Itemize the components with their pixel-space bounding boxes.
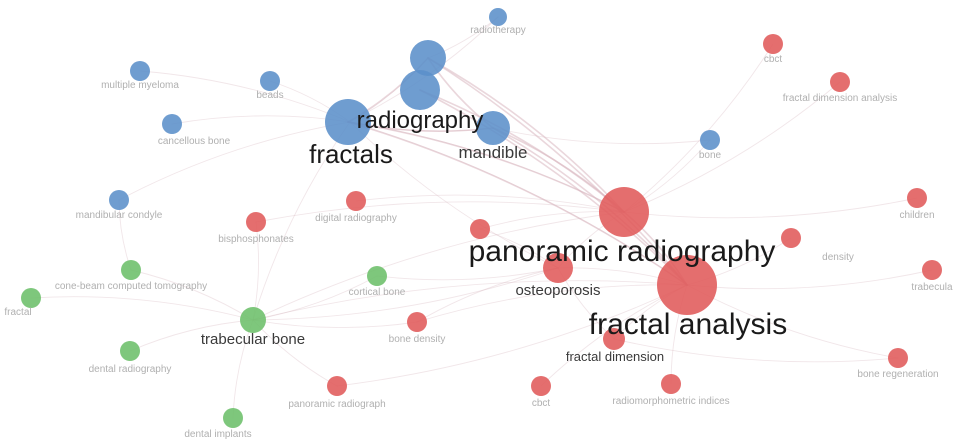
label-cone-beam-ct: cone-beam computed tomography <box>55 281 207 292</box>
node-radiography[interactable] <box>325 99 371 145</box>
node-osteoporosis[interactable] <box>543 253 573 283</box>
edge-fractals-cancellous-bone <box>171 115 351 125</box>
node-mandibular-condyle[interactable] <box>109 190 129 210</box>
node-trabecula[interactable] <box>922 260 942 280</box>
node-bone-density[interactable] <box>407 312 427 332</box>
label-trabecular-bone: trabecular bone <box>201 331 305 348</box>
node-panoramic-radiograph[interactable] <box>327 376 347 396</box>
edge-osteoporosis-bone-density <box>416 267 559 323</box>
label-fractal: fractal <box>4 307 31 318</box>
node-red-small-mid[interactable] <box>470 219 490 239</box>
edge-fractal-analysis-bone-density <box>416 284 688 323</box>
node-bisphosphonates[interactable] <box>246 212 266 232</box>
node-bone-regeneration[interactable] <box>888 348 908 368</box>
label-fractal-analysis: fractal analysis <box>589 308 787 341</box>
label-fractal-dimension-analysis: fractal dimension analysis <box>783 93 898 104</box>
edge-fractals-mandibular-condyle <box>118 121 351 201</box>
edge-trabecular-bone-dental-radiography <box>129 319 254 352</box>
label-cbct-top: cbct <box>764 54 783 65</box>
edge-fractals-osteoporosis <box>349 121 559 269</box>
label-children: children <box>899 210 934 221</box>
node-density[interactable] <box>781 228 801 248</box>
edge-fractal-dimension-bone-regeneration <box>613 338 899 363</box>
node-cancellous-bone[interactable] <box>162 114 182 134</box>
node-bone[interactable] <box>700 130 720 150</box>
label-density: density <box>822 252 854 263</box>
edge-trabecular-bone-bone-density <box>252 319 418 329</box>
edge-fractal-analysis-trabecular-bone <box>252 280 688 321</box>
label-fractal-dimension: fractal dimension <box>566 349 664 364</box>
node-multiple-myeloma[interactable] <box>130 61 150 81</box>
edge-layer <box>30 16 933 419</box>
node-fractal[interactable] <box>21 288 41 308</box>
node-dental-radiography[interactable] <box>120 341 140 361</box>
edge-fractals-multiple-myeloma <box>139 70 351 123</box>
edge-panoramic-radiography-hub-blue-mid <box>419 89 625 213</box>
edge-trabecular-bone-fractal <box>30 296 254 321</box>
node-panoramic-radiography[interactable] <box>599 187 649 237</box>
label-cbct-bottom: cbct <box>532 398 551 409</box>
node-radiotherapy[interactable] <box>489 8 507 26</box>
edge-panoramic-radiograph-fractal-analysis <box>336 284 688 387</box>
edge-panoramic-radiography-trabecular-bone <box>252 211 625 321</box>
edge-panoramic-radiography-bisphosphonates <box>255 201 625 223</box>
node-beads[interactable] <box>260 71 280 91</box>
edge-trabecular-bone-cone-beam-ct <box>130 269 254 321</box>
edge-panoramic-radiography-fractal-dimension-analysis <box>623 81 841 213</box>
node-radiomorphometric-indices[interactable] <box>661 374 681 394</box>
edge-mandible-bone <box>492 127 711 145</box>
edge-fractal-analysis-trabecula <box>686 269 933 290</box>
edge-panoramic-radiography-hub-blue-top <box>427 57 625 213</box>
label-bone: bone <box>699 150 722 161</box>
edge-fractal-analysis-hub-blue-top <box>427 57 688 286</box>
label-multiple-myeloma: multiple myeloma <box>101 80 179 91</box>
edge-cortical-bone-osteoporosis <box>376 267 559 281</box>
label-mandible: mandible <box>459 143 528 162</box>
label-dental-radiography: dental radiography <box>89 364 172 375</box>
node-cortical-bone[interactable] <box>367 266 387 286</box>
edge-panoramic-radiography-children <box>623 197 918 219</box>
edge-panoramic-radiography-cbct-top <box>623 43 774 213</box>
edge-trabecular-bone-cortical-bone <box>252 275 378 321</box>
label-beads: beads <box>256 90 283 101</box>
label-trabecula: trabecula <box>911 282 953 293</box>
node-children[interactable] <box>907 188 927 208</box>
node-digital-radiography[interactable] <box>346 191 366 211</box>
node-mandible[interactable] <box>476 111 510 145</box>
label-cortical-bone: cortical bone <box>349 287 406 298</box>
edge-panoramic-radiography-digital-radiography <box>355 194 625 213</box>
label-cancellous-bone: cancellous bone <box>158 136 231 147</box>
node-cbct-bottom[interactable] <box>531 376 551 396</box>
label-fractals: fractals <box>309 139 393 169</box>
edge-fractals-trabecular-bone <box>252 121 351 321</box>
label-dental-implants: dental implants <box>184 429 251 440</box>
node-trabecular-bone[interactable] <box>240 307 266 333</box>
label-radiography: radiography <box>357 107 484 134</box>
node-dental-implants[interactable] <box>223 408 243 428</box>
node-cone-beam-ct[interactable] <box>121 260 141 280</box>
node-layer <box>21 8 942 428</box>
edge-trabecular-bone-osteoporosis <box>252 267 559 321</box>
label-osteoporosis: osteoporosis <box>515 282 600 299</box>
label-panoramic-radiograph: panoramic radiograph <box>288 399 385 410</box>
label-mandibular-condyle: mandibular condyle <box>76 210 163 221</box>
label-bone-density: bone density <box>389 334 446 345</box>
label-panoramic-radiography: panoramic radiography <box>469 235 776 268</box>
node-cbct-top[interactable] <box>763 34 783 54</box>
label-radiomorphometric-indices: radiomorphometric indices <box>612 396 729 407</box>
node-hub-blue-mid[interactable] <box>400 70 440 110</box>
label-digital-radiography: digital radiography <box>315 213 397 224</box>
node-fractal-analysis[interactable] <box>657 255 717 315</box>
node-hub-blue-top[interactable] <box>410 40 446 76</box>
node-fractal-dimension[interactable] <box>603 328 625 350</box>
node-fractal-dimension-analysis[interactable] <box>830 72 850 92</box>
label-bisphosphonates: bisphosphonates <box>218 234 294 245</box>
label-layer: radiotherapy multiple myeloma beads radiogr… <box>4 25 953 440</box>
edge-fractal-analysis-radiography <box>347 121 688 286</box>
label-radiotherapy: radiotherapy <box>470 25 526 36</box>
edge-fractal-analysis-hub-blue-mid <box>419 89 688 286</box>
label-bone-regeneration: bone regeneration <box>857 369 938 380</box>
edge-trabecular-bone-panoramic-radiograph <box>252 319 338 387</box>
